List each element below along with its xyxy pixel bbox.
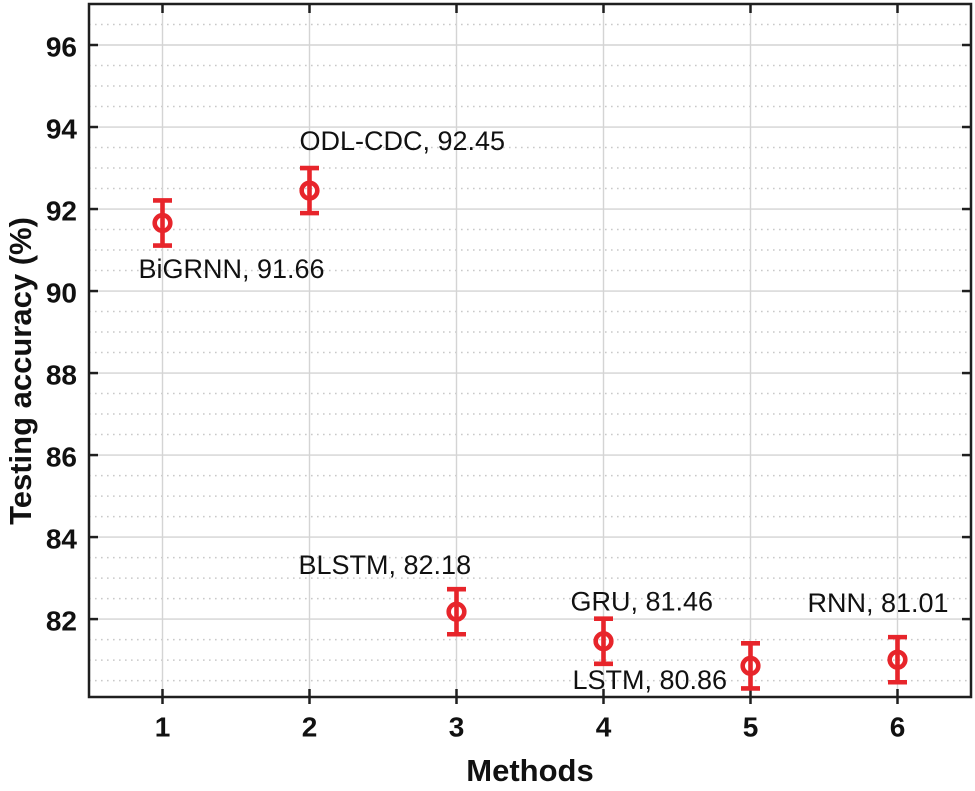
major-gridlines bbox=[89, 4, 971, 697]
point-annotation: BLSTM, 82.18 bbox=[299, 550, 472, 580]
y-tick-label: 86 bbox=[46, 442, 77, 473]
minor-gridlines bbox=[89, 23, 971, 682]
y-tick-label: 82 bbox=[46, 606, 77, 637]
data-point-circle bbox=[152, 212, 173, 234]
error-bar-marker bbox=[299, 165, 320, 216]
y-tick-label: 92 bbox=[46, 196, 77, 227]
error-bar-marker bbox=[887, 634, 908, 685]
x-tick-label: 2 bbox=[302, 712, 318, 743]
x-tick-labels: 1 2 3 4 5 6 bbox=[155, 712, 906, 743]
data-point-circle bbox=[740, 655, 761, 676]
data-point-circle bbox=[446, 601, 467, 622]
point-annotation: BiGRNN, 91.66 bbox=[139, 254, 325, 284]
x-tick-label: 4 bbox=[596, 712, 612, 743]
data-point-circle bbox=[593, 631, 614, 652]
error-bar-marker bbox=[446, 586, 467, 637]
y-axis-label: Testing accuracy (%) bbox=[3, 217, 38, 525]
point-annotation: ODL-CDC, 92.45 bbox=[300, 126, 506, 156]
x-axis-label: Methods bbox=[466, 753, 594, 788]
y-tick-label: 94 bbox=[46, 114, 78, 145]
axis-frame bbox=[87, 2, 973, 699]
data-series bbox=[152, 165, 908, 691]
y-tick-label: 96 bbox=[46, 32, 77, 63]
x-tick-label: 1 bbox=[155, 712, 171, 743]
error-bar-marker bbox=[740, 640, 761, 691]
point-annotation: LSTM, 80.86 bbox=[573, 665, 728, 695]
x-tick-label: 5 bbox=[743, 712, 759, 743]
axis-ticks bbox=[89, 4, 971, 704]
point-annotations: BiGRNN, 91.66 ODL-CDC, 92.45 BLSTM, 82.18 G… bbox=[139, 126, 949, 695]
x-tick-label: 6 bbox=[890, 712, 906, 743]
x-tick-label: 3 bbox=[449, 712, 465, 743]
y-tick-labels: 82 84 86 88 90 92 94 96 bbox=[46, 32, 78, 637]
point-annotation: RNN, 81.01 bbox=[808, 588, 949, 618]
data-point-circle bbox=[887, 649, 908, 670]
error-bar-marker bbox=[593, 616, 614, 667]
point-annotation: GRU, 81.46 bbox=[571, 586, 714, 616]
data-point-circle bbox=[299, 180, 320, 201]
y-tick-label: 90 bbox=[46, 278, 77, 309]
y-tick-label: 88 bbox=[46, 360, 77, 391]
error-bar-marker bbox=[152, 198, 173, 248]
y-tick-label: 84 bbox=[46, 524, 78, 555]
